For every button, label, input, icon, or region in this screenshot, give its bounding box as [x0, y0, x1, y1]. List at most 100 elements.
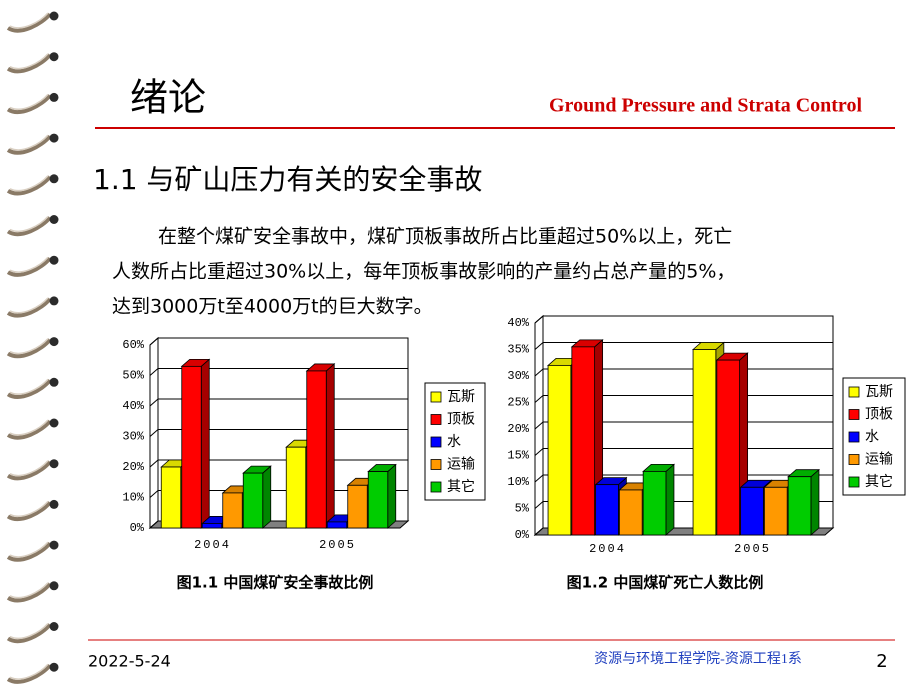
spiral-hole — [49, 337, 59, 347]
legend-label: 运输 — [865, 452, 893, 468]
spiral-hole — [49, 215, 59, 224]
spiral-ring — [9, 12, 49, 29]
page-number: 2 — [876, 651, 887, 672]
bar — [285, 446, 307, 529]
bar-side — [810, 468, 820, 536]
legend-label: 水 — [447, 434, 461, 450]
bar — [242, 472, 264, 529]
spiral-hole — [49, 174, 59, 184]
spiral-hole — [49, 133, 59, 143]
spiral-ring — [6, 419, 52, 440]
slide-subtitle: Ground Pressure and Strata Control — [549, 95, 862, 117]
spiral-hole — [49, 418, 59, 428]
spiral-ring — [6, 663, 52, 684]
spiral-ring — [6, 541, 52, 562]
legend-swatch — [848, 454, 860, 465]
bar — [306, 370, 327, 529]
bar — [595, 484, 619, 536]
bar-side — [325, 363, 335, 529]
y-tick-label: 10% — [122, 491, 144, 505]
bar — [222, 492, 243, 529]
legend-swatch — [430, 436, 442, 448]
bar — [367, 471, 389, 529]
y-tick-label: 0% — [515, 528, 530, 542]
spiral-ring — [9, 93, 49, 110]
bar — [201, 523, 223, 529]
spiral-ring — [9, 134, 49, 151]
spiral-hole — [49, 581, 59, 591]
spiral-hole — [49, 540, 59, 550]
spiral-ring — [6, 460, 52, 481]
y-tick-label: 15% — [507, 449, 529, 463]
legend-label: 其它 — [865, 473, 893, 490]
bar — [692, 349, 717, 536]
section-title: 1.1 与矿山压力有关的安全事故 — [93, 163, 482, 196]
spiral-hole — [49, 377, 59, 387]
legend-label: 瓦斯 — [865, 384, 893, 400]
spiral-ring — [6, 94, 52, 114]
y-tick-label: 50% — [122, 369, 144, 383]
slide-title: 绪论 — [130, 76, 206, 120]
bar — [326, 521, 348, 529]
spiral-ring — [6, 582, 52, 603]
y-tick-label: 25% — [507, 396, 529, 410]
legend-swatch — [848, 431, 860, 443]
spiral-ring — [6, 623, 52, 644]
legend-swatch — [848, 476, 860, 488]
paragraph-line: 达到3000万t至4000万t的巨大数字。 — [112, 296, 433, 318]
spiral-ring — [9, 419, 49, 436]
spiral-ring — [6, 12, 52, 33]
y-tick-label: 40% — [507, 316, 529, 330]
bar — [763, 486, 788, 536]
spiral-ring — [9, 256, 49, 273]
spiral-ring — [6, 501, 52, 521]
spiral-ring — [6, 256, 52, 277]
spiral-ring — [9, 460, 49, 477]
spiral-ring — [9, 500, 49, 517]
spiral-ring — [6, 53, 52, 74]
legend-swatch — [430, 391, 442, 403]
y-tick-label: 40% — [122, 399, 144, 413]
chart-caption: 图1.1 中国煤矿安全事故比例 — [177, 574, 374, 592]
y-tick-label: 30% — [507, 369, 529, 383]
spiral-hole — [49, 499, 59, 509]
y-tick-label: 20% — [122, 460, 144, 474]
y-tick-label: 10% — [507, 475, 529, 489]
y-tick-label: 30% — [122, 430, 144, 444]
spiral-ring — [6, 297, 52, 318]
spiral-ring — [6, 216, 52, 237]
bar — [618, 489, 643, 536]
footer-org: 资源与环境工程学院-资源工程1系 — [594, 651, 802, 667]
spiral-ring — [9, 175, 49, 192]
bar — [181, 365, 202, 529]
paragraph-line: 在整个煤矿安全事故中，煤矿顶板事故所占比重超过50%以上，死亡 — [158, 226, 732, 248]
grid-line — [534, 315, 833, 324]
spiral-ring — [9, 622, 49, 640]
spiral-ring — [6, 378, 52, 399]
spiral-ring — [6, 175, 52, 196]
bar — [740, 486, 764, 536]
x-tick-label: 2005 — [734, 542, 771, 556]
bar — [347, 484, 368, 529]
legend-label: 瓦斯 — [447, 389, 475, 405]
bar-side — [665, 463, 675, 536]
spiral-ring — [6, 134, 52, 155]
spiral-hole — [49, 52, 59, 62]
legend-label: 顶板 — [447, 412, 475, 428]
legend-label: 顶板 — [865, 407, 893, 423]
spiral-ring — [9, 338, 49, 355]
spiral-ring — [9, 297, 49, 314]
legend-swatch — [848, 386, 860, 398]
spiral-ring — [9, 378, 49, 395]
y-tick-label: 35% — [507, 343, 529, 357]
x-tick-label: 2004 — [589, 542, 626, 556]
x-tick-label: 2005 — [319, 538, 356, 552]
bar-side — [200, 358, 210, 529]
bar — [571, 346, 596, 536]
legend-label: 水 — [865, 429, 879, 445]
y-tick-label: 5% — [515, 502, 530, 516]
legend-swatch — [430, 481, 442, 493]
paragraph-line: 人数所占比重超过30%以上，每年顶板事故影响的产量约占总产量的5%， — [112, 261, 735, 283]
grid-line — [534, 342, 833, 350]
